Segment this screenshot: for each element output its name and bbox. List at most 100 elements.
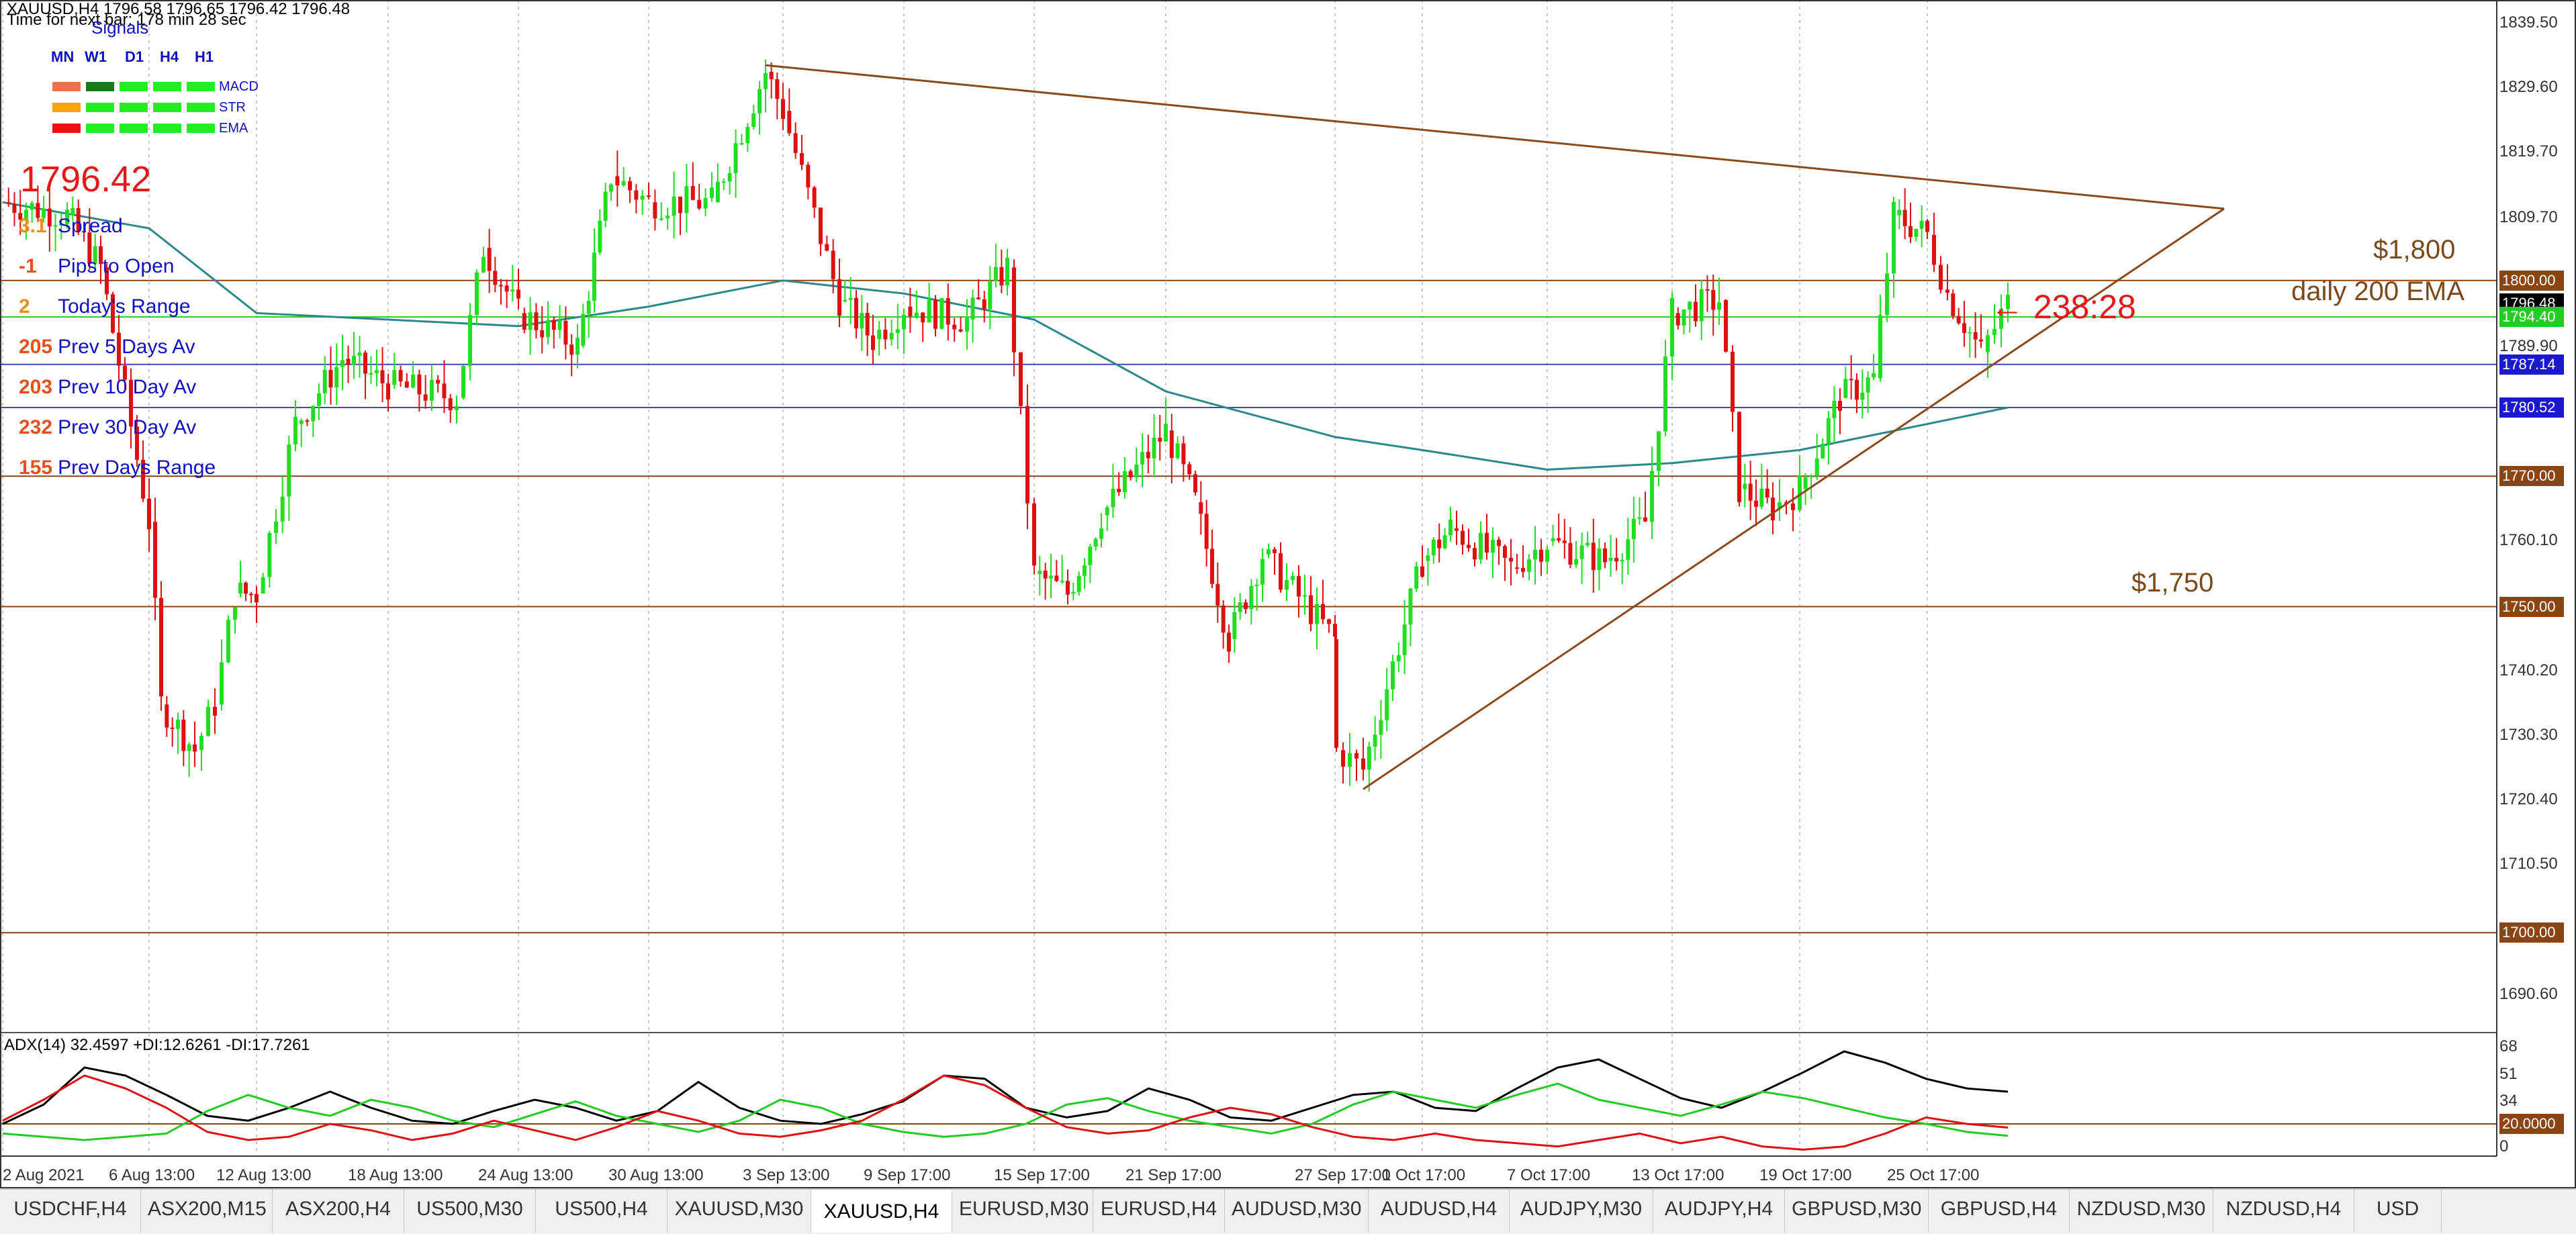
candle-up xyxy=(1860,392,1865,400)
candle-up xyxy=(1408,588,1413,625)
candle-down xyxy=(825,244,829,251)
candle-up xyxy=(340,360,344,367)
stat-label: Today's Range xyxy=(58,295,191,318)
candle-down xyxy=(1765,488,1769,498)
candle-up xyxy=(42,208,46,218)
tab-audusd-m30[interactable]: AUDUSD,M30 xyxy=(1225,1190,1369,1233)
candle-up xyxy=(1866,377,1870,393)
candle-down xyxy=(1244,602,1248,610)
stat-row: 203 Prev 10 Day Av xyxy=(19,376,196,399)
candle-up xyxy=(1778,502,1782,509)
candle-down xyxy=(404,381,409,388)
candle-down xyxy=(328,370,333,388)
candle-down xyxy=(1158,437,1162,442)
candle-up xyxy=(902,314,906,330)
candle-up xyxy=(1699,289,1704,322)
candle-up xyxy=(24,209,28,220)
candle-up xyxy=(59,224,64,226)
candle-down xyxy=(812,187,817,208)
candle-down xyxy=(1539,549,1543,562)
candle-down xyxy=(1748,483,1753,501)
candle-up xyxy=(1650,471,1654,522)
candle-up xyxy=(1099,528,1103,539)
candle-up xyxy=(261,577,265,594)
candle-down xyxy=(982,299,986,310)
ema-label: daily 200 EMA xyxy=(2291,277,2465,306)
tab-audjpy-h4[interactable]: AUDJPY,H4 xyxy=(1653,1190,1785,1233)
tab-gbpusd-h4[interactable]: GBPUSD,H4 xyxy=(1929,1190,2070,1233)
candle-up xyxy=(1743,483,1747,489)
tab-us500-h4[interactable]: US500,H4 xyxy=(536,1190,668,1233)
candle-up xyxy=(1919,220,1924,229)
candle-up xyxy=(546,320,550,338)
candle-up xyxy=(1285,580,1289,590)
signal-indicator-label: MACD xyxy=(219,79,259,94)
stat-label: Prev 5 Days Av xyxy=(58,336,195,358)
tab-nzdusd-h4[interactable]: NZDUSD,H4 xyxy=(2213,1190,2354,1233)
candle-down xyxy=(1128,471,1133,477)
candle-up xyxy=(1832,401,1837,418)
candle-down xyxy=(1694,301,1698,322)
tab-usdchf-h4[interactable]: USDCHF,H4 xyxy=(0,1190,141,1233)
candle-down xyxy=(499,285,503,287)
time-tick: 18 Aug 13:00 xyxy=(348,1166,443,1184)
candle-up xyxy=(927,299,931,323)
candle-down xyxy=(147,498,151,530)
candle-down xyxy=(1503,546,1507,558)
candle-up xyxy=(1872,373,1876,378)
candle-down xyxy=(6,202,11,204)
candle-down xyxy=(999,267,1004,286)
candle-up xyxy=(93,246,97,264)
price-tick: 1809.70 xyxy=(2499,207,2558,226)
tab-usd[interactable]: USD xyxy=(2354,1190,2442,1233)
stat-value: 232 xyxy=(19,416,53,438)
candle-down xyxy=(551,320,556,330)
candle-up xyxy=(1291,575,1295,581)
candle-up xyxy=(598,220,602,253)
candle-up xyxy=(71,207,75,216)
candle-up xyxy=(455,406,459,411)
candle-up xyxy=(1049,575,1053,579)
candle-down xyxy=(1973,332,1978,340)
candle-down xyxy=(487,248,492,271)
tab-audjpy-m30[interactable]: AUDJPY,M30 xyxy=(1510,1190,1653,1233)
tab-gbpusd-m30[interactable]: GBPUSD,M30 xyxy=(1785,1190,1929,1233)
price-tick: 1730.30 xyxy=(2499,725,2558,744)
candle-up xyxy=(592,252,596,301)
candle-up xyxy=(1803,477,1808,489)
time-tick: 19 Oct 17:00 xyxy=(1759,1166,1852,1184)
signal-cell xyxy=(153,82,181,91)
tab-us500-m30[interactable]: US500,M30 xyxy=(404,1190,536,1233)
candle-down xyxy=(1117,489,1121,492)
candle-up xyxy=(1663,356,1667,432)
candle-up xyxy=(1759,488,1764,507)
candle-down xyxy=(534,312,539,330)
candle-up xyxy=(1914,228,1919,237)
tab-eurusd-h4[interactable]: EURUSD,H4 xyxy=(1093,1190,1225,1233)
candle-up xyxy=(889,332,894,340)
candle-up xyxy=(1992,328,1996,336)
tab-asx200-m15[interactable]: ASX200,M15 xyxy=(141,1190,273,1233)
candle-down xyxy=(363,352,367,374)
tab-eurusd-m30[interactable]: EURUSD,M30 xyxy=(952,1190,1093,1233)
candle-up xyxy=(1579,545,1584,559)
candle-down xyxy=(563,320,568,345)
tab-xauusd-m30[interactable]: XAUUSD,M30 xyxy=(668,1190,811,1233)
tab-nzdusd-m30[interactable]: NZDUSD,M30 xyxy=(2070,1190,2213,1233)
signal-timeframe: D1 xyxy=(125,48,144,65)
candle-up xyxy=(1885,273,1889,316)
tab-audusd-h4[interactable]: AUDUSD,H4 xyxy=(1369,1190,1510,1233)
candle-up xyxy=(1545,549,1549,562)
stat-row: 205 Prev 5 Days Av xyxy=(19,336,195,359)
tab-asx200-h4[interactable]: ASX200,H4 xyxy=(273,1190,404,1233)
candle-up xyxy=(1088,547,1093,565)
candle-up xyxy=(721,181,726,183)
candle-up xyxy=(993,267,998,282)
candle-down xyxy=(398,370,403,382)
tab-xauusd-h4[interactable]: XAUUSD,H4 xyxy=(811,1190,952,1233)
candle-up xyxy=(1717,302,1721,310)
time-tick: 6 Aug 13:00 xyxy=(109,1166,195,1184)
time-tick: 2 Aug 2021 xyxy=(3,1166,85,1184)
candle-down xyxy=(87,232,92,264)
